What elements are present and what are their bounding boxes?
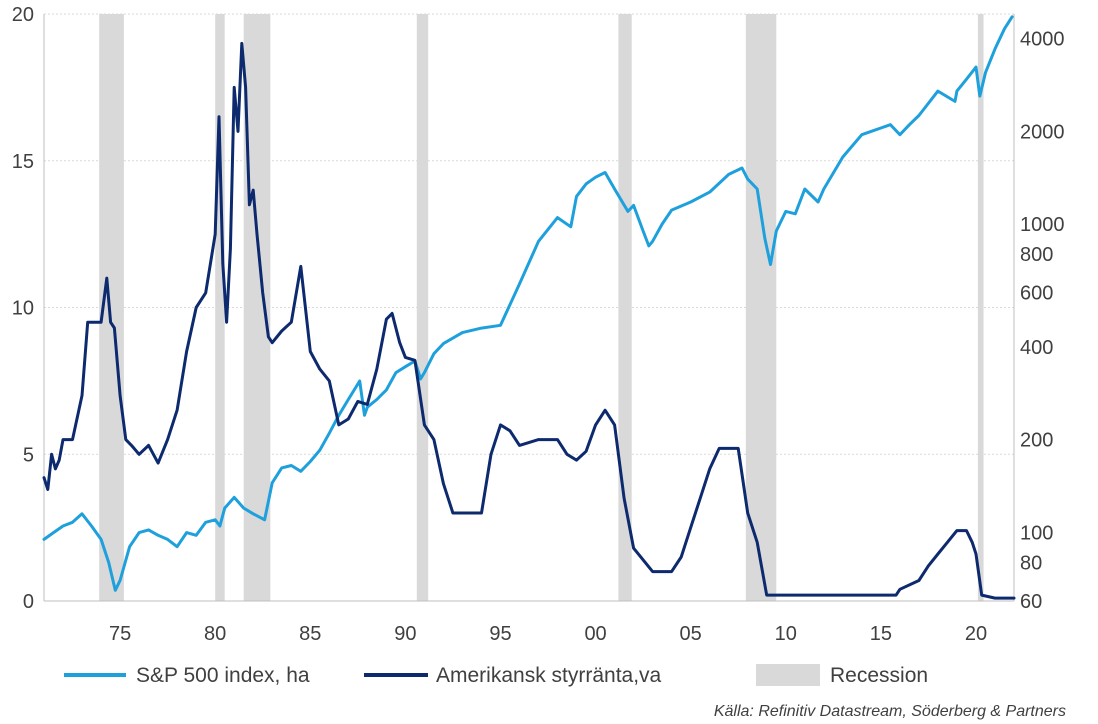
y-right-tick-label: 600 — [1020, 283, 1053, 305]
tick-labels: 0510152060801002004006008001000200040007… — [12, 4, 1065, 645]
x-tick-label: 80 — [204, 623, 226, 645]
y-right-tick-label: 4000 — [1020, 28, 1065, 50]
y-right-tick-label: 80 — [1020, 552, 1042, 574]
axes — [43, 14, 1015, 602]
y-left-tick-label: 5 — [23, 444, 34, 466]
recession-band-3 — [416, 14, 429, 601]
y-left-tick-label: 15 — [12, 151, 34, 173]
y-right-tick-label: 200 — [1020, 430, 1053, 452]
series-lines — [42, 15, 1016, 600]
y-right-tick-label: 1000 — [1020, 214, 1065, 236]
y-left-tick-label: 20 — [12, 4, 34, 26]
y-right-tick-label: 2000 — [1020, 121, 1065, 143]
x-tick-label: 75 — [109, 623, 131, 645]
y-left-tick-label: 0 — [23, 591, 34, 613]
series-line-sp500 — [42, 15, 1014, 592]
y-right-tick-label: 800 — [1020, 244, 1053, 266]
x-tick-label: 20 — [965, 623, 987, 645]
legend-label-rate: Amerikansk styrränta,va — [436, 664, 662, 687]
x-tick-label: 05 — [680, 623, 702, 645]
x-tick-label: 00 — [584, 623, 606, 645]
y-right-tick-label: 60 — [1020, 591, 1042, 613]
legend: S&P 500 index, ha Amerikansk styrränta,v… — [64, 664, 928, 687]
series-line-rate — [42, 41, 1016, 600]
x-tick-label: 85 — [299, 623, 321, 645]
x-tick-label: 95 — [489, 623, 511, 645]
source-note: Källa: Refinitiv Datastream, Söderberg &… — [714, 703, 1066, 720]
x-tick-label: 90 — [394, 623, 416, 645]
legend-swatch-recession — [756, 664, 820, 686]
y-right-tick-label: 100 — [1020, 523, 1053, 545]
recession-band-1 — [215, 14, 225, 601]
y-left-tick-label: 10 — [12, 298, 34, 320]
legend-label-recession: Recession — [830, 664, 928, 687]
x-tick-label: 15 — [870, 623, 892, 645]
y-right-tick-label: 400 — [1020, 337, 1053, 359]
x-tick-label: 10 — [775, 623, 797, 645]
legend-label-sp500: S&P 500 index, ha — [136, 664, 310, 687]
gridlines — [44, 13, 1014, 455]
